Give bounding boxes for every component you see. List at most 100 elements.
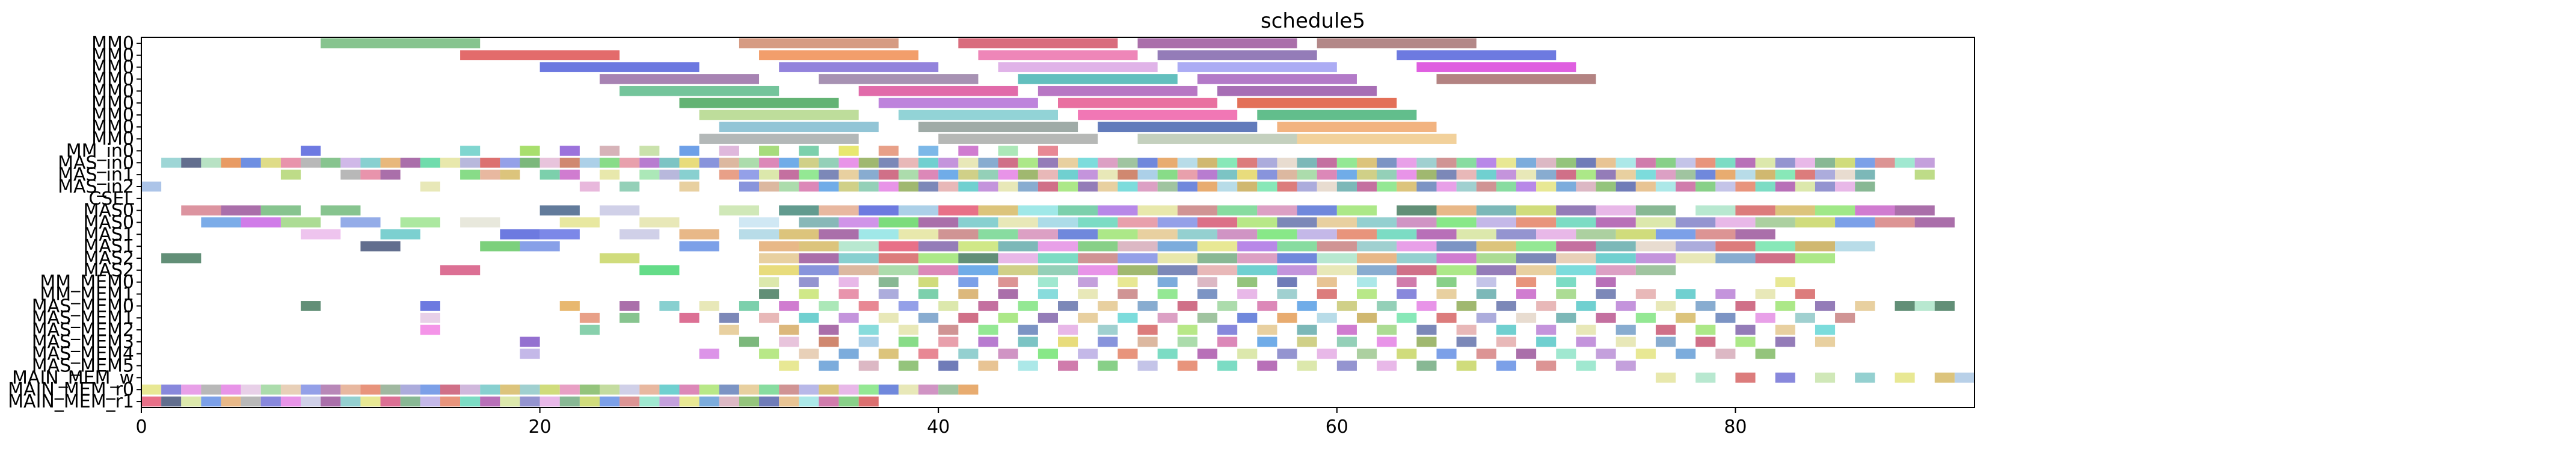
task-bar bbox=[1556, 181, 1576, 192]
task-bar bbox=[918, 265, 959, 276]
task-bar bbox=[799, 396, 819, 407]
task-bar bbox=[1835, 157, 1855, 168]
task-bar bbox=[1795, 312, 1815, 323]
task-bar bbox=[719, 396, 739, 407]
y-tick-label: MAS_MEM1 bbox=[32, 308, 134, 329]
task-bar bbox=[301, 229, 341, 240]
task-bar bbox=[1516, 241, 1557, 252]
task-bar bbox=[978, 169, 998, 180]
task-bar bbox=[1576, 361, 1596, 371]
task-bar bbox=[1177, 301, 1197, 311]
task-bar bbox=[998, 169, 1018, 180]
x-tick-label: 0 bbox=[135, 416, 147, 438]
task-bar bbox=[161, 384, 182, 395]
task-bar bbox=[1715, 217, 1756, 228]
task-bar bbox=[938, 384, 959, 395]
task-bar bbox=[321, 38, 481, 49]
task-bar bbox=[838, 312, 859, 323]
task-bar bbox=[639, 396, 660, 407]
task-bar bbox=[1556, 169, 1576, 180]
task-bar bbox=[838, 289, 859, 299]
task-bar bbox=[1397, 169, 1417, 180]
task-bar bbox=[1476, 169, 1496, 180]
task-bar bbox=[1436, 253, 1477, 264]
task-bar bbox=[1117, 277, 1138, 288]
task-bar bbox=[1197, 348, 1218, 359]
task-bar bbox=[858, 301, 879, 311]
y-tick-label: MM0 bbox=[91, 45, 134, 66]
task-bar bbox=[1197, 217, 1238, 228]
task-bar bbox=[1715, 289, 1736, 299]
task-bar bbox=[1078, 157, 1098, 168]
task-bar bbox=[181, 396, 201, 407]
task-bar bbox=[918, 181, 939, 192]
task-bar bbox=[1436, 312, 1457, 323]
task-bar bbox=[1217, 324, 1238, 335]
task-bar bbox=[1416, 229, 1457, 240]
task-bar bbox=[1456, 301, 1477, 311]
y-tick-label: MAS_in0 bbox=[58, 152, 134, 173]
task-bar bbox=[1855, 205, 1895, 215]
task-bar bbox=[918, 169, 939, 180]
task-bar bbox=[1715, 253, 1756, 264]
task-bar bbox=[500, 229, 540, 240]
task-bar bbox=[1137, 205, 1178, 215]
task-bar bbox=[759, 265, 799, 276]
task-bar bbox=[141, 384, 162, 395]
task-bar bbox=[1735, 301, 1756, 311]
task-bar bbox=[1855, 157, 1875, 168]
task-bar bbox=[1397, 205, 1437, 215]
y-tick-label: MM0 bbox=[91, 105, 134, 126]
task-bar bbox=[878, 253, 919, 264]
task-bar bbox=[1476, 241, 1516, 252]
task-bar bbox=[1676, 181, 1696, 192]
task-bar bbox=[1556, 205, 1596, 215]
task-bar bbox=[1257, 324, 1277, 335]
task-bar bbox=[1556, 312, 1576, 323]
task-bar bbox=[1397, 289, 1417, 299]
task-bar bbox=[1835, 181, 1855, 192]
task-bar bbox=[420, 324, 440, 335]
y-tick-label: MAS_MEM0 bbox=[32, 296, 134, 317]
task-bar bbox=[1117, 253, 1158, 264]
task-bar bbox=[1635, 217, 1676, 228]
task-bar bbox=[759, 253, 799, 264]
task-bar bbox=[1297, 181, 1317, 192]
task-bar bbox=[1655, 229, 1696, 240]
task-bar bbox=[241, 157, 261, 168]
task-bar bbox=[619, 181, 640, 192]
task-bar bbox=[918, 157, 939, 168]
task-bar bbox=[759, 50, 919, 61]
task-bar bbox=[201, 396, 221, 407]
task-bar bbox=[1914, 157, 1935, 168]
task-bar bbox=[1058, 361, 1078, 371]
task-bar bbox=[400, 217, 440, 228]
task-bar bbox=[699, 134, 859, 144]
task-bar bbox=[1556, 289, 1576, 299]
task-bar bbox=[579, 157, 600, 168]
task-bar bbox=[1058, 336, 1078, 347]
task-bar bbox=[1277, 181, 1297, 192]
task-bar bbox=[679, 396, 699, 407]
task-bar bbox=[659, 396, 680, 407]
task-bar bbox=[1615, 336, 1636, 347]
task-bar bbox=[1436, 265, 1477, 276]
task-bar bbox=[1157, 181, 1178, 192]
task-bar bbox=[1476, 289, 1496, 299]
task-bar bbox=[1755, 169, 1775, 180]
task-bar bbox=[858, 324, 879, 335]
task-bar bbox=[1257, 336, 1277, 347]
task-bar bbox=[1436, 289, 1457, 299]
task-bar bbox=[500, 169, 520, 180]
task-bar bbox=[1755, 289, 1775, 299]
task-bar bbox=[1596, 181, 1616, 192]
task-bar bbox=[1137, 301, 1158, 311]
task-bar bbox=[878, 312, 899, 323]
task-bar bbox=[420, 181, 440, 192]
task-bar bbox=[539, 205, 580, 215]
task-bar bbox=[1257, 301, 1277, 311]
task-bar bbox=[878, 241, 919, 252]
y-tick-label: MAS_in2 bbox=[58, 176, 134, 197]
task-bar bbox=[1098, 157, 1118, 168]
